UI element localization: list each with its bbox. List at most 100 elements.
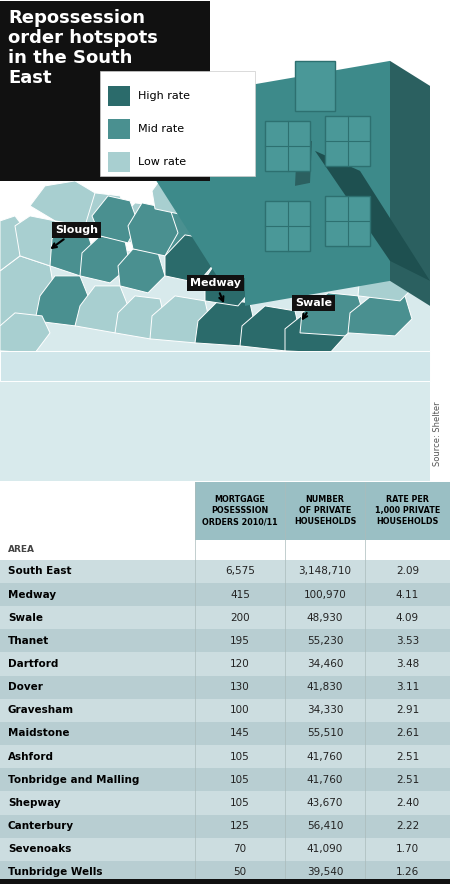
Polygon shape	[0, 313, 50, 353]
Polygon shape	[390, 61, 430, 306]
Text: Mid rate: Mid rate	[138, 124, 184, 133]
Bar	[0, 606, 450, 629]
Bar	[325, 196, 370, 246]
Text: Ashford: Ashford	[8, 751, 54, 762]
Bar	[0, 1, 210, 181]
Text: 3,148,710: 3,148,710	[298, 567, 351, 576]
Bar	[0, 745, 450, 768]
Text: 105: 105	[230, 798, 250, 808]
Polygon shape	[285, 309, 348, 353]
Polygon shape	[208, 199, 258, 246]
Text: South East: South East	[8, 567, 72, 576]
Text: 120: 120	[230, 659, 250, 669]
Text: 41,090: 41,090	[307, 844, 343, 854]
Polygon shape	[118, 203, 168, 249]
Polygon shape	[80, 236, 130, 283]
Text: 41,760: 41,760	[307, 774, 343, 785]
Text: AREA: AREA	[8, 545, 35, 554]
Text: 2.51: 2.51	[396, 751, 419, 762]
Text: 3.53: 3.53	[396, 636, 419, 646]
Text: 55,230: 55,230	[307, 636, 343, 646]
Bar	[265, 121, 310, 171]
Text: 130: 130	[230, 682, 250, 692]
Polygon shape	[245, 61, 390, 306]
Text: Tunbridge Wells: Tunbridge Wells	[8, 867, 103, 878]
Polygon shape	[288, 183, 342, 229]
Polygon shape	[0, 351, 430, 381]
Text: Dartford: Dartford	[8, 659, 58, 669]
Polygon shape	[165, 235, 215, 283]
Text: 3.11: 3.11	[396, 682, 419, 692]
Bar	[0, 838, 450, 861]
Text: 2.91: 2.91	[396, 705, 419, 715]
Text: Gravesham: Gravesham	[8, 705, 74, 715]
Text: 34,460: 34,460	[307, 659, 343, 669]
Text: 2.61: 2.61	[396, 728, 419, 738]
Text: High rate: High rate	[138, 91, 190, 101]
Bar	[195, 482, 450, 540]
Polygon shape	[0, 216, 30, 271]
Text: Sevenoaks: Sevenoaks	[8, 844, 72, 854]
Text: MORTGAGE
POSESSSION
ORDERS 2010/11: MORTGAGE POSESSSION ORDERS 2010/11	[202, 495, 278, 526]
Text: Thanet: Thanet	[8, 636, 49, 646]
Polygon shape	[358, 253, 420, 301]
Text: RATE PER
1,000 PRIVATE
HOUSEHOLDS: RATE PER 1,000 PRIVATE HOUSEHOLDS	[375, 495, 440, 526]
Polygon shape	[118, 249, 165, 293]
Bar	[0, 861, 450, 884]
Bar	[325, 116, 370, 166]
Text: 56,410: 56,410	[307, 821, 343, 831]
Text: 1.26: 1.26	[396, 867, 419, 878]
Polygon shape	[75, 286, 130, 333]
Polygon shape	[155, 209, 205, 261]
Bar	[0, 583, 450, 606]
Text: 125: 125	[230, 821, 250, 831]
Text: 2.51: 2.51	[396, 774, 419, 785]
Text: 55,510: 55,510	[307, 728, 343, 738]
Bar	[0, 482, 195, 540]
Text: Low rate: Low rate	[138, 156, 186, 167]
Text: 105: 105	[230, 751, 250, 762]
Bar	[295, 61, 335, 110]
Bar	[0, 629, 450, 652]
Text: 41,830: 41,830	[307, 682, 343, 692]
Bar	[0, 814, 450, 838]
Text: 100,970: 100,970	[304, 590, 346, 599]
Polygon shape	[222, 159, 272, 206]
Text: 1.70: 1.70	[396, 844, 419, 854]
Polygon shape	[195, 299, 255, 346]
Bar	[0, 652, 450, 675]
Polygon shape	[248, 219, 298, 266]
Text: 415: 415	[230, 590, 250, 599]
Text: 4.09: 4.09	[396, 613, 419, 622]
Text: Source: Shelter: Source: Shelter	[433, 401, 442, 466]
Polygon shape	[115, 296, 165, 339]
Text: 3.48: 3.48	[396, 659, 419, 669]
Text: Slough: Slough	[52, 225, 98, 248]
Polygon shape	[305, 146, 358, 191]
Text: 100: 100	[230, 705, 250, 715]
Bar	[0, 675, 450, 698]
Text: 2.22: 2.22	[396, 821, 419, 831]
Text: 2.40: 2.40	[396, 798, 419, 808]
Polygon shape	[30, 181, 95, 226]
Text: Swale: Swale	[295, 298, 332, 318]
Text: 195: 195	[230, 636, 250, 646]
Bar	[108, 118, 130, 139]
Polygon shape	[340, 169, 398, 215]
Text: 41,760: 41,760	[307, 751, 343, 762]
Text: 70: 70	[234, 844, 247, 854]
Bar	[0, 251, 430, 481]
Polygon shape	[348, 293, 412, 336]
Polygon shape	[300, 293, 365, 336]
Text: Medway: Medway	[8, 590, 56, 599]
Text: Medway: Medway	[190, 278, 241, 301]
Polygon shape	[152, 169, 202, 216]
Polygon shape	[0, 255, 55, 326]
Polygon shape	[128, 203, 178, 255]
Text: Swale: Swale	[8, 613, 43, 622]
Text: Dover: Dover	[8, 682, 43, 692]
Polygon shape	[75, 193, 130, 236]
Bar	[100, 71, 255, 176]
Text: 105: 105	[230, 774, 250, 785]
Bar	[0, 768, 450, 791]
